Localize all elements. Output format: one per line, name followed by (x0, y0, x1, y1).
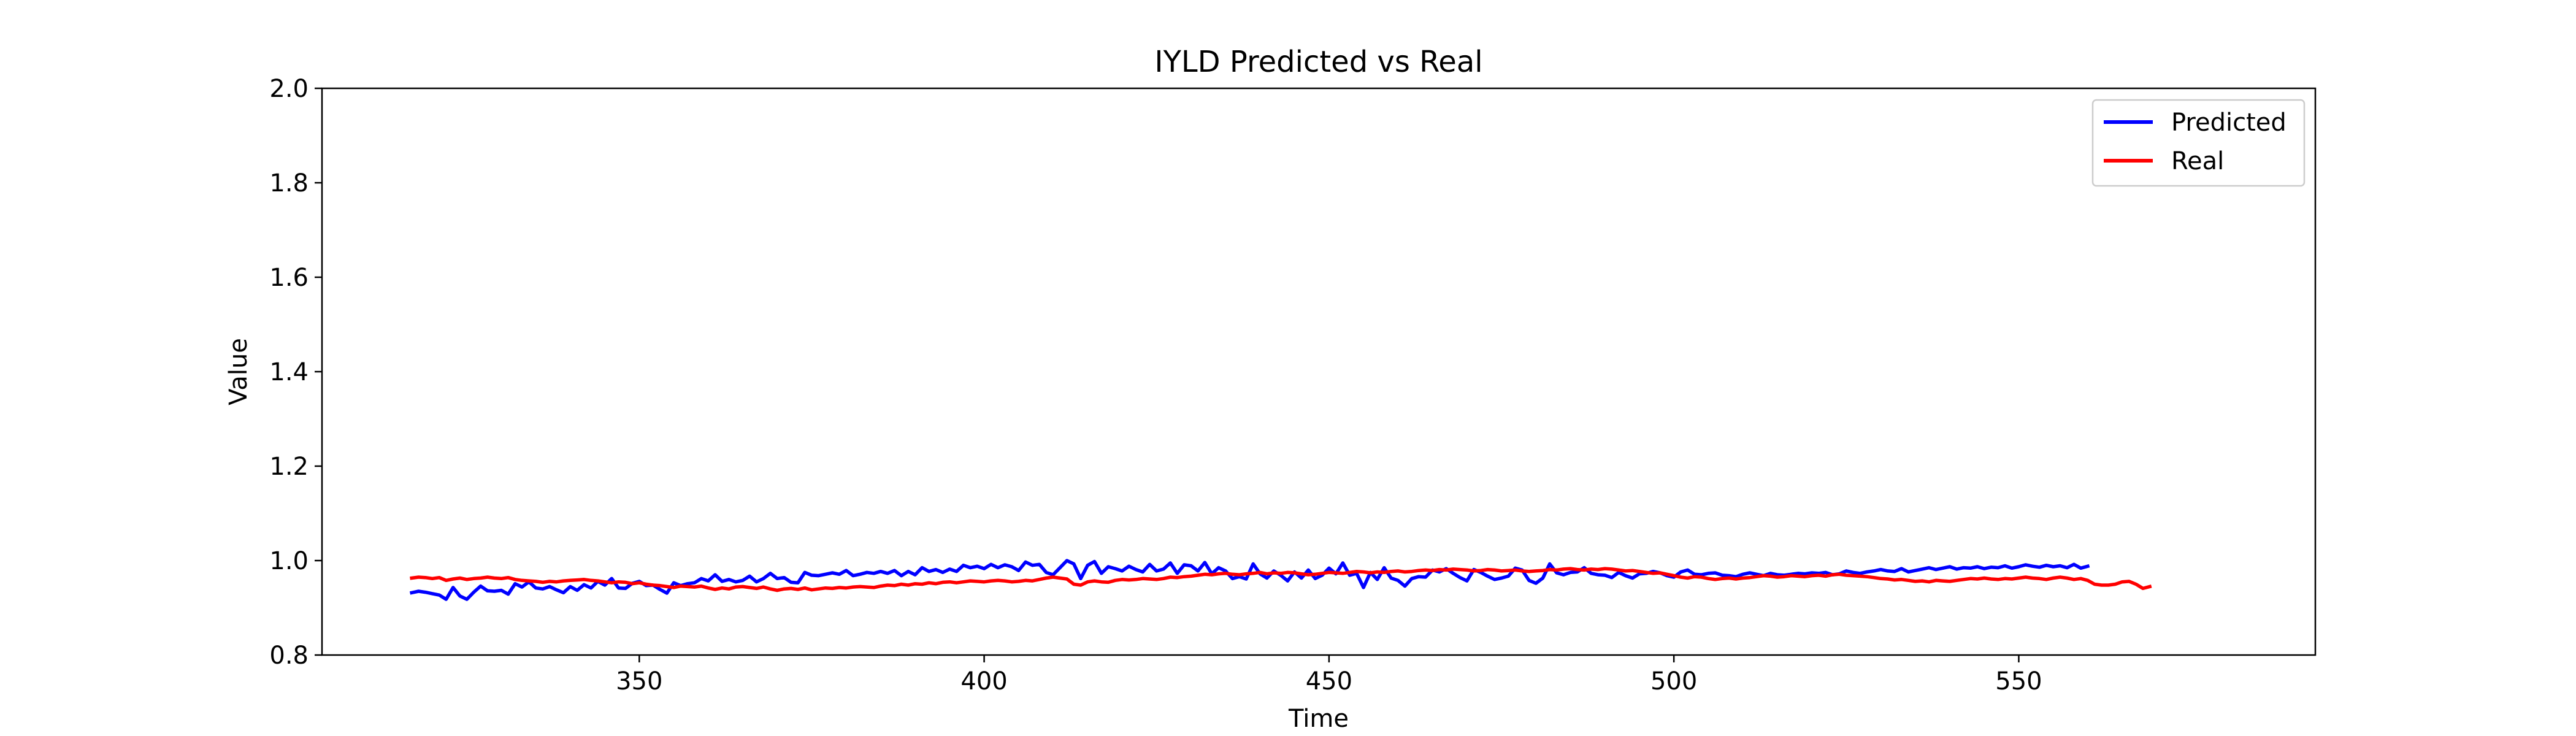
x-tick-label: 450 (1306, 667, 1352, 696)
y-tick-label: 1.6 (269, 264, 309, 292)
legend: Predicted Real (2091, 99, 2306, 187)
x-tick-label: 400 (960, 667, 1007, 696)
legend-label-predicted: Predicted (2171, 109, 2287, 137)
y-tick-label: 1.2 (269, 453, 309, 481)
series-line-predicted (409, 559, 2090, 601)
y-axis-ticks: 0.8 1.0 1.2 1.4 1.6 1.8 2.0 (269, 75, 322, 670)
x-axis-ticks: 350 400 450 500 550 (616, 655, 2042, 696)
x-tick-label: 350 (616, 667, 662, 696)
chart-title: IYLD Predicted vs Real (1154, 45, 1482, 79)
series-line-real (410, 567, 2152, 592)
y-tick-label: 1.8 (269, 169, 309, 197)
x-axis-label: Time (1288, 705, 1349, 733)
x-tick-label: 500 (1650, 667, 1697, 696)
y-tick-label: 2.0 (269, 75, 309, 103)
y-tick-label: 1.4 (269, 358, 309, 386)
y-tick-label: 0.8 (269, 642, 309, 670)
y-tick-label: 1.0 (269, 547, 309, 575)
plot-lines (409, 559, 2152, 601)
x-tick-label: 550 (1995, 667, 2042, 696)
y-axis-label: Value (224, 338, 253, 405)
legend-label-real: Real (2171, 147, 2224, 175)
